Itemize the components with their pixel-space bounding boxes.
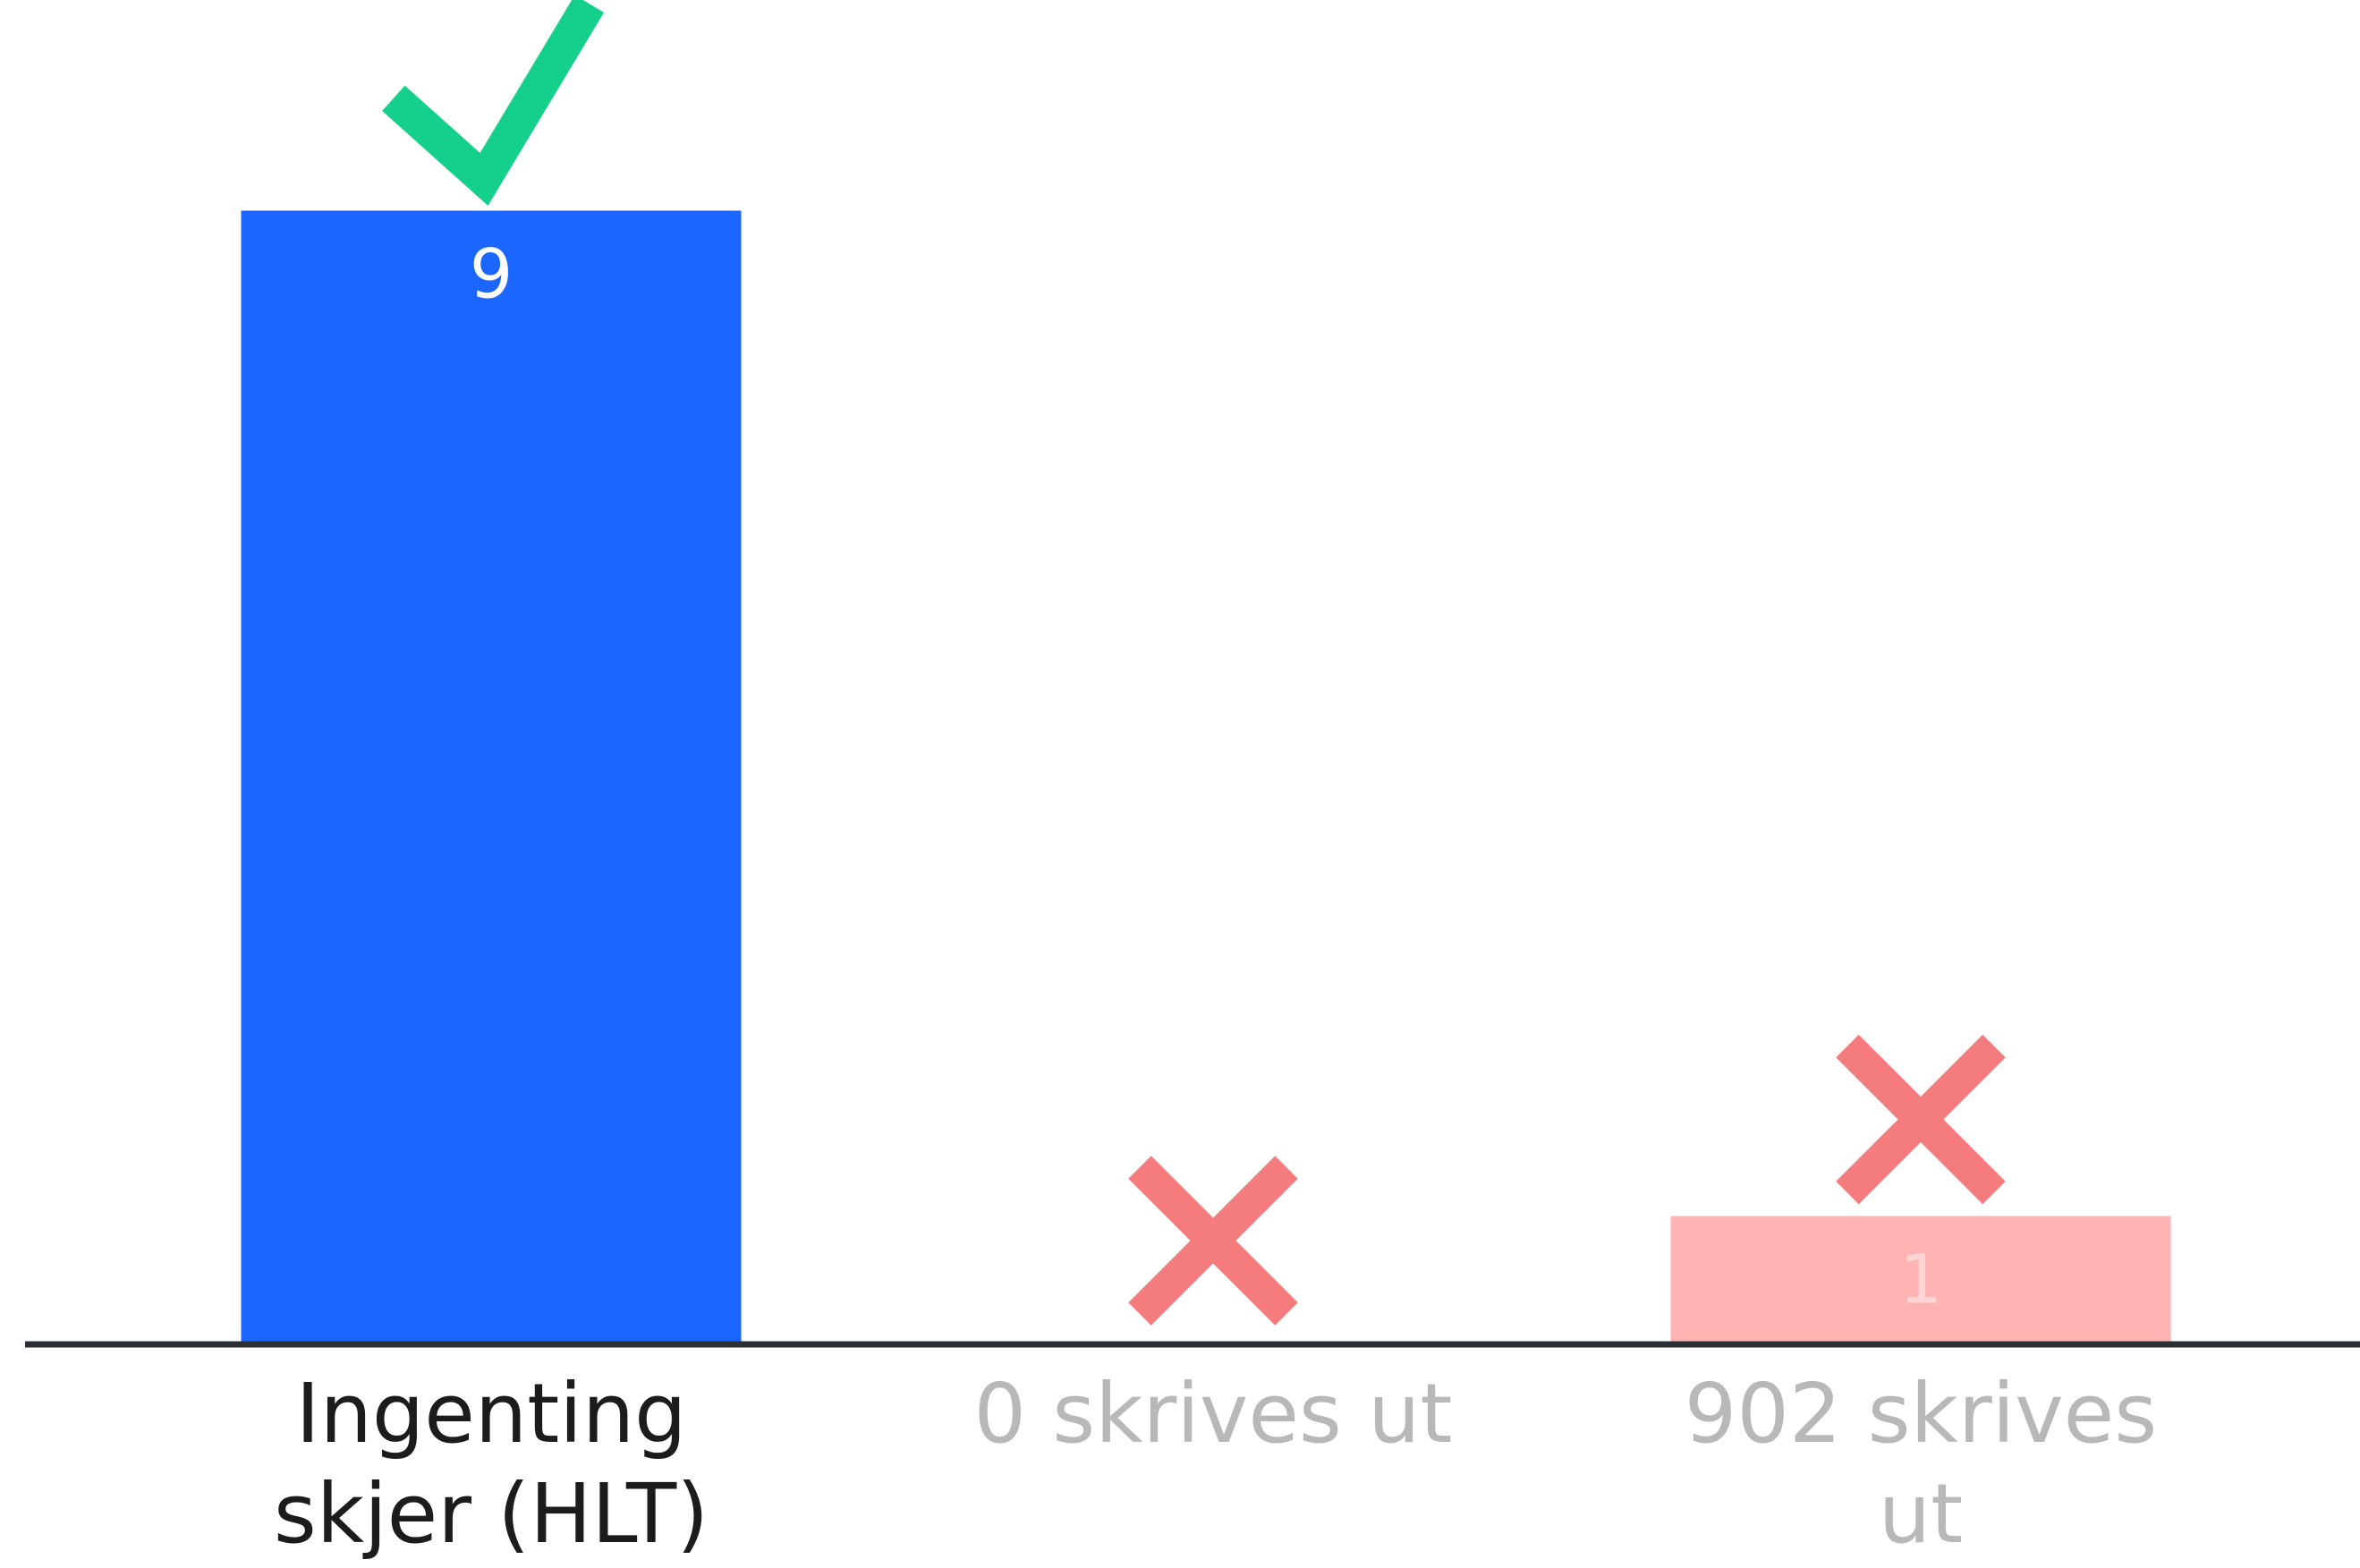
cross-icon-stroke-2: [1836, 1034, 2006, 1205]
check-icon: [382, 0, 605, 207]
category-label-3-line-2: ut: [1879, 1466, 1963, 1562]
cross-icon-stroke-2: [1128, 1156, 1298, 1326]
category-label-3-line-1: 902 skrives: [1685, 1366, 2157, 1462]
bar-value-label-1: 9: [470, 234, 513, 314]
bars-group: 91: [241, 210, 2171, 1342]
bar-value-label-3: 1: [1899, 1240, 1942, 1319]
cross-icon: [1128, 1156, 1298, 1326]
bar-1: [241, 210, 742, 1342]
category-label-1-line-2: skjer (HLT): [274, 1466, 709, 1562]
category-label-1-line-1: Ingenting: [295, 1366, 686, 1462]
category-label-2-line-1: 0 skrives ut: [974, 1366, 1453, 1462]
bar-3: [1670, 1216, 2171, 1342]
markers-group: [382, 0, 2006, 1326]
cross-icon: [1836, 1034, 2006, 1205]
